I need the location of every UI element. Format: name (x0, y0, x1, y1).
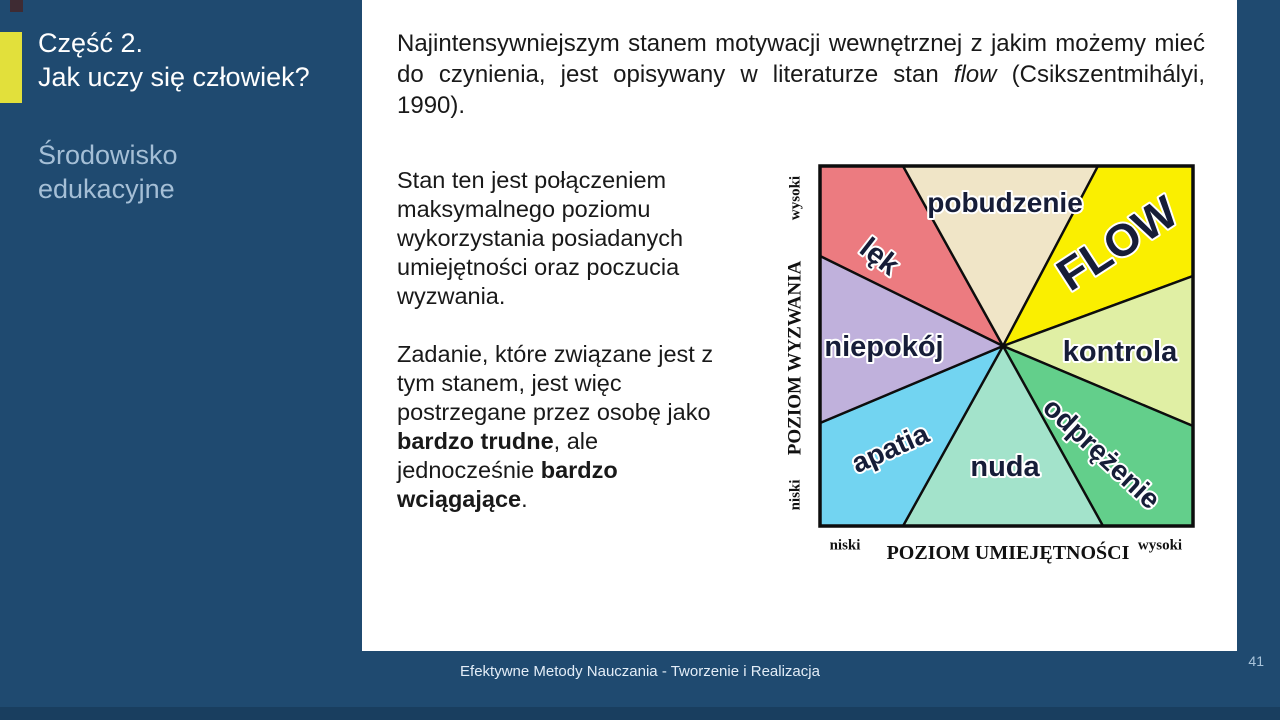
page-number: 41 (1248, 653, 1264, 669)
slide-subtitle: Środowisko edukacyjne (38, 138, 338, 206)
intro-text-pre: Najintensywniejszym stanem motywacji wew… (397, 30, 1205, 88)
y-axis-min-label: niski (787, 480, 803, 511)
x-axis-title: POZIOM UMIEJĘTNOŚCI (887, 540, 1130, 564)
slide-section-title: Część 2. Jak uczy się człowiek? (38, 26, 358, 94)
body2-post: . (521, 486, 528, 512)
body2-mid: , ale jednocześnie (397, 428, 599, 483)
x-axis-min-label: niski (830, 537, 861, 553)
intro-text-flow: flow (953, 61, 997, 88)
bottom-strip (0, 707, 1280, 720)
corner-mark (10, 0, 23, 12)
footer-title: Efektywne Metody Nauczania - Tworzenie i… (460, 663, 820, 680)
flow-model-diagram: lęk pobudzenie FLOW kontrola odprężenie … (785, 164, 1195, 564)
intro-paragraph: Najintensywniejszym stanem motywacji wew… (397, 28, 1205, 121)
x-axis-max-label: wysoki (1138, 537, 1182, 553)
section-title-line1: Część 2. (38, 28, 144, 58)
label-niepokoj: niepokój (824, 331, 943, 363)
y-axis-title: POZIOM WYZWANIA (785, 261, 806, 456)
section-title-line2: Jak uczy się człowiek? (38, 62, 310, 92)
body-paragraph-1: Stan ten jest połączeniem maksymalnego p… (397, 167, 684, 309)
intro-text-post: (Csikszentmihályi, 1990). (397, 61, 1205, 119)
subtitle-line2: edukacyjne (38, 174, 175, 204)
body2-pre: Zadanie, które związane jest z tym stane… (397, 341, 714, 425)
accent-bar (0, 32, 22, 103)
y-axis-max-label: wysoki (787, 176, 803, 220)
body2-bold-trudne: bardzo trudne (397, 428, 554, 454)
subtitle-line1: Środowisko (38, 140, 178, 170)
body-paragraph-2: Zadanie, które związane jest z tym stane… (397, 340, 727, 514)
label-pobudzenie: pobudzenie (927, 187, 1083, 218)
label-nuda: nuda (970, 451, 1040, 483)
label-kontrola: kontrola (1063, 336, 1178, 368)
content-panel: Najintensywniejszym stanem motywacji wew… (362, 0, 1237, 651)
diagram-border (818, 164, 1195, 528)
body2-bold-wciagajace: bardzo wciągające (397, 457, 618, 512)
